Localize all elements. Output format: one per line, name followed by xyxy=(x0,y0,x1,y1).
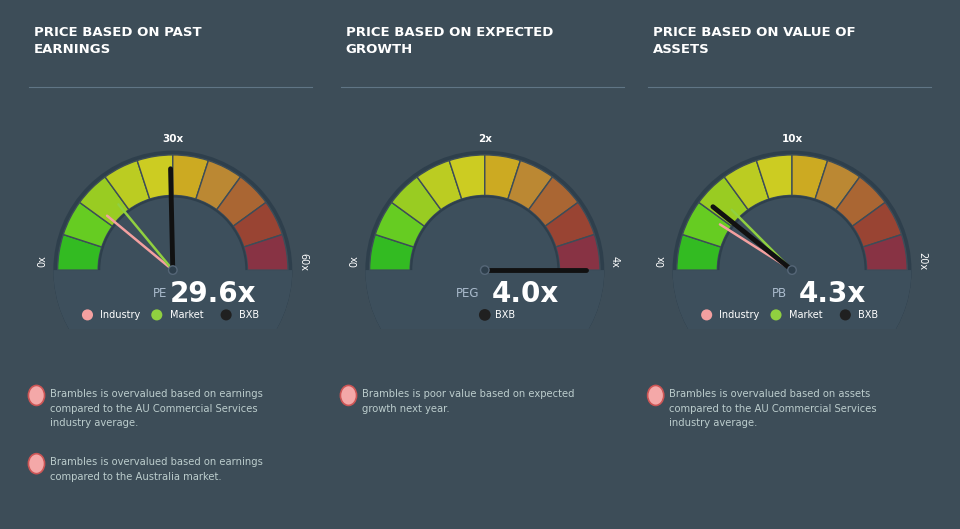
Text: compared to the Australia market.: compared to the Australia market. xyxy=(50,472,222,482)
Wedge shape xyxy=(673,270,911,389)
Text: 4x: 4x xyxy=(610,256,620,268)
Wedge shape xyxy=(545,203,594,247)
Circle shape xyxy=(788,266,796,275)
Text: ✕: ✕ xyxy=(653,391,659,400)
Wedge shape xyxy=(375,203,424,247)
Text: ✕: ✕ xyxy=(34,391,39,400)
Text: Industry: Industry xyxy=(100,310,140,320)
Text: 0x: 0x xyxy=(349,256,360,268)
Wedge shape xyxy=(105,160,150,209)
Wedge shape xyxy=(63,203,112,247)
Text: 4.0x: 4.0x xyxy=(492,279,559,307)
Text: 29.6x: 29.6x xyxy=(170,279,256,307)
Wedge shape xyxy=(756,155,792,199)
Wedge shape xyxy=(58,234,102,270)
Wedge shape xyxy=(410,195,560,270)
Text: PE: PE xyxy=(153,287,167,300)
Text: ✕: ✕ xyxy=(346,391,351,400)
Wedge shape xyxy=(137,155,173,199)
Circle shape xyxy=(481,266,489,275)
Text: growth next year.: growth next year. xyxy=(362,404,449,414)
Wedge shape xyxy=(508,160,553,209)
Circle shape xyxy=(366,151,604,389)
Wedge shape xyxy=(80,177,129,226)
Wedge shape xyxy=(366,270,604,389)
Wedge shape xyxy=(556,234,600,270)
Text: 0x: 0x xyxy=(657,256,667,268)
Circle shape xyxy=(169,266,177,275)
Circle shape xyxy=(701,309,712,321)
Wedge shape xyxy=(792,155,828,199)
Wedge shape xyxy=(724,160,769,209)
Wedge shape xyxy=(54,270,292,389)
Text: Industry: Industry xyxy=(719,310,759,320)
Circle shape xyxy=(29,454,44,473)
Text: 30x: 30x xyxy=(162,134,183,144)
Text: Brambles is overvalued based on assets: Brambles is overvalued based on assets xyxy=(669,389,871,399)
Text: PRICE BASED ON EXPECTED
GROWTH: PRICE BASED ON EXPECTED GROWTH xyxy=(346,26,553,57)
Text: industry average.: industry average. xyxy=(50,418,138,428)
Text: compared to the AU Commercial Services: compared to the AU Commercial Services xyxy=(50,404,257,414)
Text: Brambles is overvalued based on earnings: Brambles is overvalued based on earnings xyxy=(50,389,263,399)
Wedge shape xyxy=(815,160,860,209)
Text: 10x: 10x xyxy=(781,134,803,144)
Wedge shape xyxy=(370,234,414,270)
Circle shape xyxy=(840,309,851,321)
Circle shape xyxy=(82,309,93,321)
Wedge shape xyxy=(173,155,208,199)
Circle shape xyxy=(341,386,356,405)
Text: BXB: BXB xyxy=(495,310,516,320)
Circle shape xyxy=(152,309,162,321)
Text: BXB: BXB xyxy=(858,310,878,320)
Text: Brambles is poor value based on expected: Brambles is poor value based on expected xyxy=(362,389,574,399)
Wedge shape xyxy=(392,177,441,226)
Text: 0x: 0x xyxy=(37,256,48,268)
Wedge shape xyxy=(852,203,901,247)
Text: 60x: 60x xyxy=(298,252,308,270)
Circle shape xyxy=(479,309,491,321)
Text: ✕: ✕ xyxy=(34,459,39,468)
Text: Market: Market xyxy=(170,310,204,320)
Text: Market: Market xyxy=(789,310,823,320)
Circle shape xyxy=(221,309,231,321)
Wedge shape xyxy=(244,234,288,270)
Wedge shape xyxy=(417,160,462,209)
Wedge shape xyxy=(529,177,578,226)
Text: 2x: 2x xyxy=(478,134,492,144)
Wedge shape xyxy=(449,155,485,199)
Wedge shape xyxy=(836,177,885,226)
Wedge shape xyxy=(366,270,604,389)
Wedge shape xyxy=(217,177,266,226)
Text: industry average.: industry average. xyxy=(669,418,757,428)
Wedge shape xyxy=(717,195,867,270)
Wedge shape xyxy=(683,203,732,247)
Wedge shape xyxy=(98,195,248,270)
Wedge shape xyxy=(485,155,520,199)
Wedge shape xyxy=(863,234,907,270)
Circle shape xyxy=(412,197,558,343)
Wedge shape xyxy=(196,160,241,209)
Circle shape xyxy=(29,386,44,405)
Text: 4.3x: 4.3x xyxy=(799,279,866,307)
Text: PRICE BASED ON PAST
EARNINGS: PRICE BASED ON PAST EARNINGS xyxy=(34,26,202,57)
Text: compared to the AU Commercial Services: compared to the AU Commercial Services xyxy=(669,404,876,414)
Circle shape xyxy=(771,309,781,321)
Circle shape xyxy=(100,197,246,343)
Circle shape xyxy=(54,151,292,389)
Circle shape xyxy=(648,386,663,405)
Text: PRICE BASED ON VALUE OF
ASSETS: PRICE BASED ON VALUE OF ASSETS xyxy=(653,26,855,57)
Circle shape xyxy=(673,151,911,389)
Text: Brambles is overvalued based on earnings: Brambles is overvalued based on earnings xyxy=(50,457,263,467)
Text: 20x: 20x xyxy=(917,252,927,271)
Circle shape xyxy=(719,197,865,343)
Wedge shape xyxy=(673,270,911,389)
Wedge shape xyxy=(233,203,282,247)
Wedge shape xyxy=(54,270,292,389)
Wedge shape xyxy=(699,177,748,226)
Text: BXB: BXB xyxy=(239,310,259,320)
Text: PB: PB xyxy=(772,287,786,300)
Text: PEG: PEG xyxy=(456,287,479,300)
Wedge shape xyxy=(677,234,721,270)
